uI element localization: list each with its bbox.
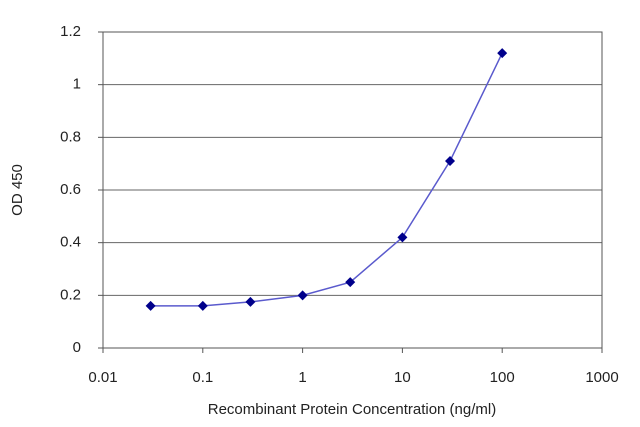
data-point (297, 290, 308, 301)
x-tick-label: 1 (298, 369, 306, 386)
data-point (397, 232, 408, 243)
data-point (497, 48, 508, 59)
data-point (445, 156, 456, 167)
y-tick-label: 0.6 (60, 181, 81, 198)
y-tick-label: 0.8 (60, 128, 81, 145)
data-point (197, 300, 208, 311)
x-tick-label: 0.1 (192, 369, 213, 386)
y-tick-label: 0.2 (60, 286, 81, 303)
x-tick-label: 100 (490, 369, 515, 386)
y-tick-label: 1 (73, 76, 81, 93)
x-axis-label: Recombinant Protein Concentration (ng/ml… (208, 401, 496, 418)
y-tick-label: 1.2 (60, 23, 81, 40)
x-tick-label: 0.01 (88, 369, 117, 386)
data-point (245, 296, 256, 307)
y-tick-label: 0.4 (60, 234, 81, 251)
plot-frame (102, 31, 603, 349)
data-point (345, 277, 356, 288)
series-line (150, 52, 503, 307)
y-axis-label: OD 450 (9, 164, 26, 216)
x-tick-label: 10 (394, 369, 411, 386)
data-point (145, 300, 156, 311)
y-tick-label: 0 (73, 339, 81, 356)
x-tick-label: 1000 (585, 369, 618, 386)
